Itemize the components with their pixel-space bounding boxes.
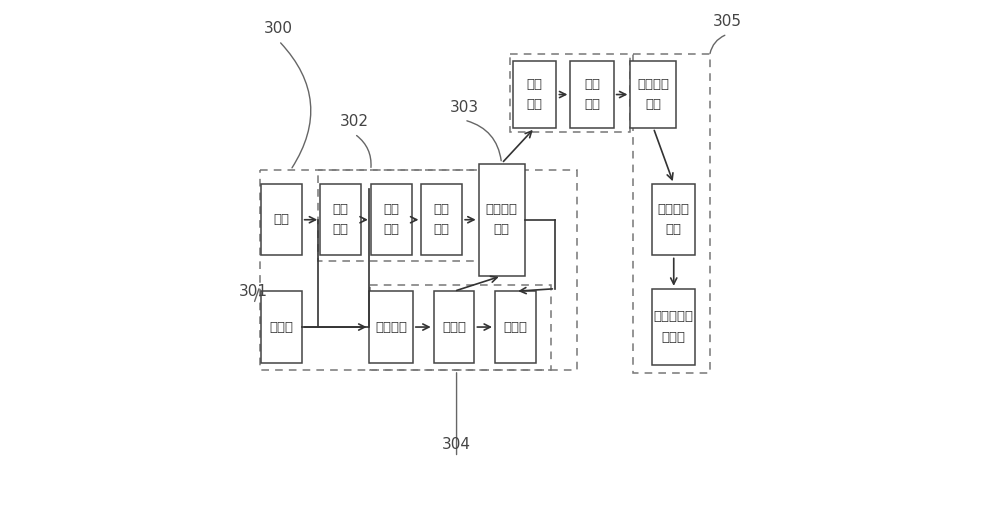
- Text: 300: 300: [264, 20, 293, 36]
- Bar: [570, 61, 614, 128]
- Bar: [370, 285, 551, 370]
- Bar: [652, 289, 695, 365]
- Bar: [318, 170, 481, 261]
- Bar: [479, 164, 525, 276]
- Text: 电路: 电路: [666, 223, 682, 237]
- Bar: [495, 291, 536, 363]
- Bar: [510, 54, 630, 132]
- Text: 电路: 电路: [383, 223, 399, 237]
- Bar: [261, 291, 302, 363]
- Bar: [369, 291, 413, 363]
- Text: 301: 301: [239, 284, 268, 299]
- Bar: [513, 61, 556, 128]
- Text: 一次侧: 一次侧: [662, 331, 686, 344]
- Text: 电路: 电路: [333, 223, 349, 237]
- Text: 充电模块: 充电模块: [375, 320, 407, 334]
- Text: 升压: 升压: [527, 78, 543, 91]
- Bar: [434, 291, 474, 363]
- Text: 304: 304: [442, 437, 471, 452]
- Text: 电路: 电路: [584, 98, 600, 111]
- Bar: [261, 184, 302, 256]
- Bar: [421, 184, 462, 256]
- Text: 蓄电池: 蓄电池: [442, 320, 466, 334]
- Text: 滤波: 滤波: [383, 203, 399, 216]
- Bar: [652, 184, 695, 256]
- Bar: [630, 61, 676, 128]
- Bar: [260, 170, 577, 370]
- Bar: [320, 184, 361, 256]
- Text: 稳压: 稳压: [584, 78, 600, 91]
- Text: 电压选择: 电压选择: [486, 203, 518, 216]
- Text: 电路: 电路: [645, 98, 661, 111]
- Text: 市电: 市电: [273, 213, 289, 226]
- Text: 电路: 电路: [527, 98, 543, 111]
- Bar: [371, 184, 412, 256]
- Text: 305: 305: [713, 14, 742, 29]
- Text: 功率放大: 功率放大: [637, 78, 669, 91]
- Text: 模块: 模块: [494, 223, 510, 237]
- Text: 直流电: 直流电: [269, 320, 293, 334]
- Text: 升压转换: 升压转换: [658, 203, 690, 216]
- Text: 整流: 整流: [333, 203, 349, 216]
- Text: 电流互感器: 电流互感器: [654, 310, 694, 323]
- Text: 302: 302: [340, 113, 369, 129]
- Text: 电路: 电路: [434, 223, 450, 237]
- Text: 控制器: 控制器: [503, 320, 527, 334]
- Text: 稳压: 稳压: [434, 203, 450, 216]
- Text: 303: 303: [450, 100, 479, 115]
- Bar: [633, 54, 710, 373]
